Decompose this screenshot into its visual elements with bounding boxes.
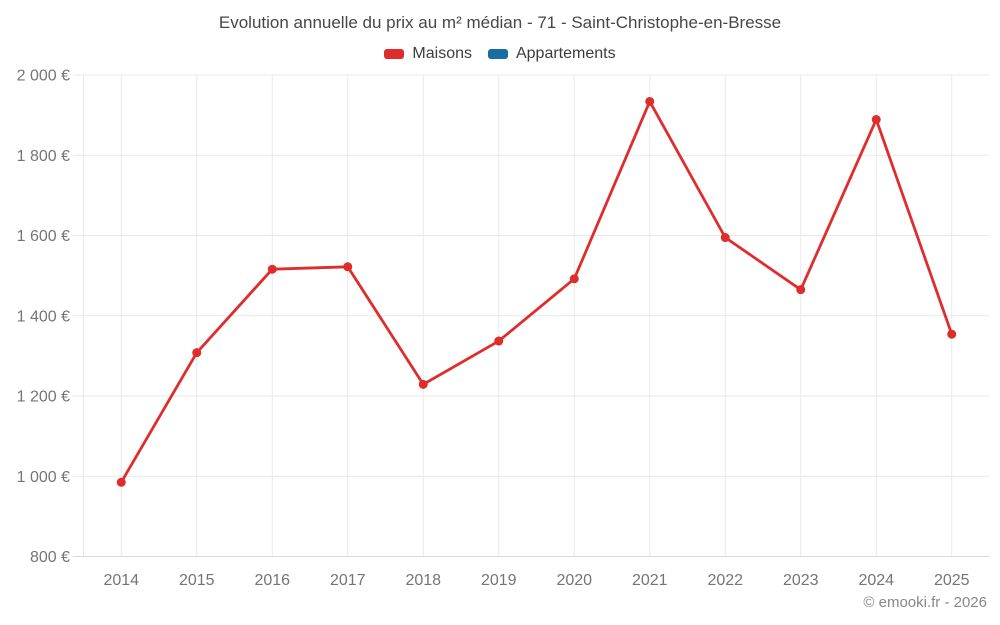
chart-title: Evolution annuelle du prix au m² médian … xyxy=(218,13,782,32)
data-point-2015[interactable] xyxy=(192,348,202,358)
x-tick-label: 2015 xyxy=(179,572,215,589)
y-tick-label: 1 400 € xyxy=(17,308,70,325)
series-line-maisons xyxy=(119,100,954,484)
appartements-series-swatch-icon xyxy=(487,49,508,59)
x-tick-label: 2024 xyxy=(858,572,894,589)
y-tick-label: 800 € xyxy=(30,549,70,566)
x-tick-label: 2025 xyxy=(934,572,970,589)
data-point-2022[interactable] xyxy=(720,233,730,243)
data-point-2020[interactable] xyxy=(569,274,579,284)
x-tick-label: 2017 xyxy=(330,572,366,589)
y-tick-label: 1 200 € xyxy=(17,389,70,406)
chart-legend: Maisons Appartements xyxy=(0,45,1000,63)
data-point-2024[interactable] xyxy=(871,115,881,125)
data-point-2025[interactable] xyxy=(947,329,957,339)
x-tick-label: 2022 xyxy=(707,572,743,589)
legend-item-maisons[interactable]: Maisons xyxy=(384,45,472,63)
y-tick-label: 1 000 € xyxy=(17,469,70,486)
y-tick-label: 2 000 € xyxy=(17,68,70,85)
y-tick-label: 1 800 € xyxy=(17,148,70,165)
x-tick-label: 2014 xyxy=(103,572,139,589)
data-point-2019[interactable] xyxy=(494,336,504,346)
x-tick-label: 2020 xyxy=(556,572,592,589)
data-point-2023[interactable] xyxy=(796,285,806,295)
x-tick-label: 2018 xyxy=(405,572,441,589)
legend-label-maisons: Maisons xyxy=(412,45,472,62)
x-tick-label: 2019 xyxy=(481,572,517,589)
x-tick-label: 2021 xyxy=(632,572,668,589)
data-point-2014[interactable] xyxy=(116,477,126,487)
data-point-2021[interactable] xyxy=(645,96,655,106)
legend-item-appartements[interactable]: Appartements xyxy=(487,45,616,63)
credit-footer: © emooki.fr - 2026 xyxy=(863,594,987,611)
data-point-2016[interactable] xyxy=(267,264,277,274)
x-tick-label: 2016 xyxy=(254,572,290,589)
data-point-2017[interactable] xyxy=(343,262,353,272)
maisons-series-swatch-icon xyxy=(384,49,405,59)
y-tick-label: 1 600 € xyxy=(17,228,70,245)
data-point-2018[interactable] xyxy=(418,379,428,389)
legend-label-appartements: Appartements xyxy=(515,45,616,62)
x-tick-label: 2023 xyxy=(783,572,819,589)
